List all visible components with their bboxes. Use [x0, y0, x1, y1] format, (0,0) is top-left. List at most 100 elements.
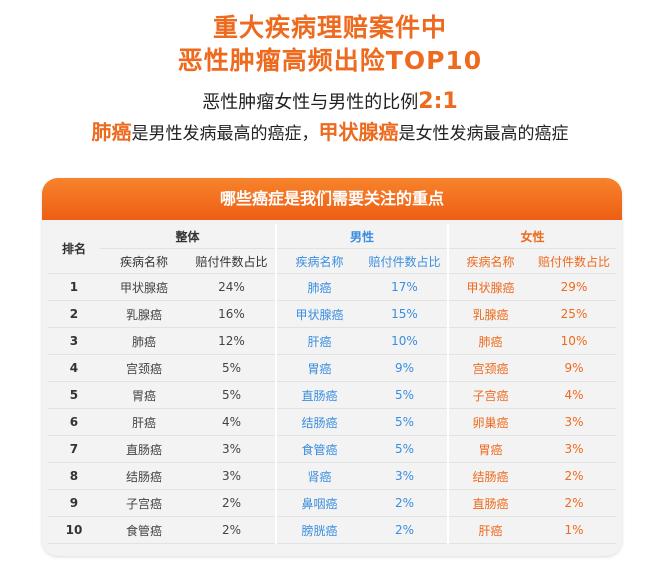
male-share-header: 赔付件数占比	[361, 248, 448, 274]
table-row: 3 肺癌 12% 肝癌 10% 肺癌 10%	[47, 327, 617, 355]
male-share-cell: 2%	[361, 516, 448, 544]
male-name-cell: 结肠癌	[274, 408, 362, 436]
rank-cell: 6	[47, 408, 100, 436]
male-name-cell: 甲状腺癌	[274, 300, 362, 328]
male-share-cell: 2%	[361, 489, 448, 517]
male-share-cell: 5%	[361, 435, 448, 463]
male-top-cancer: 肺癌	[91, 120, 132, 144]
title-line-1: 重大疾病理赔案件中	[212, 13, 447, 42]
rank-cell: 4	[47, 354, 100, 382]
table-row: 8 结肠癌 3% 肾癌 3% 结肠癌 2%	[47, 462, 617, 490]
female-name-cell: 直肠癌	[447, 489, 532, 517]
female-name-header: 疾病名称	[447, 248, 532, 274]
rank-cell: 9	[47, 489, 100, 517]
all-name-cell: 食管癌	[99, 516, 188, 544]
table-row: 1 甲状腺癌 24% 肺癌 17% 甲状腺癌 29%	[47, 273, 617, 301]
female-share-cell: 9%	[532, 354, 617, 382]
ranking-rows: 1 甲状腺癌 24% 肺癌 17% 甲状腺癌 29% 2 乳腺癌 16% 甲状腺…	[47, 273, 617, 544]
rank-cell: 7	[47, 435, 100, 463]
female-name-cell: 宫颈癌	[447, 354, 532, 382]
male-share-cell: 5%	[361, 408, 448, 436]
female-share-cell: 1%	[532, 516, 617, 544]
ranking-table: 排名 整体 男性 女性 疾病名称 赔付件数占比 疾病名称 赔付件数占比 疾病名称…	[47, 224, 617, 544]
group-header-female: 女性	[446, 224, 617, 249]
all-share-cell: 24%	[187, 273, 276, 301]
male-name-cell: 鼻咽癌	[274, 489, 362, 517]
all-name-cell: 直肠癌	[99, 435, 188, 463]
male-name-cell: 食管癌	[274, 435, 362, 463]
female-name-cell: 卵巢癌	[447, 408, 532, 436]
female-share-cell: 2%	[532, 489, 617, 517]
ranking-panel: 哪些癌症是我们需要关注的重点 排名 整体 男性 女性 疾病名称 赔付件数占比 疾…	[42, 178, 622, 556]
ratio-value: 2:1	[418, 89, 458, 114]
rank-cell: 5	[47, 381, 100, 409]
group-header-row: 排名 整体 男性 女性	[47, 224, 617, 274]
female-name-cell: 肝癌	[447, 516, 532, 544]
ratio-line: 恶性肿瘤女性与男性的比例2:1	[0, 88, 660, 114]
sub-header-row: 疾病名称 赔付件数占比 疾病名称 赔付件数占比 疾病名称 赔付件数占比	[48, 248, 617, 274]
all-name-cell: 甲状腺癌	[99, 273, 188, 301]
all-share-cell: 16%	[187, 300, 276, 328]
all-share-cell: 5%	[187, 354, 276, 382]
female-top-cancer: 甲状腺癌	[318, 120, 399, 144]
male-share-cell: 3%	[361, 462, 448, 490]
male-share-cell: 9%	[361, 354, 448, 382]
all-share-cell: 12%	[187, 327, 276, 355]
table-row: 10 食管癌 2% 膀胱癌 2% 肝癌 1%	[47, 516, 617, 544]
table-row: 2 乳腺癌 16% 甲状腺癌 15% 乳腺癌 25%	[47, 300, 617, 328]
male-name-cell: 肺癌	[274, 273, 362, 301]
rank-header: 排名	[47, 224, 100, 274]
all-share-cell: 3%	[187, 435, 276, 463]
all-name-cell: 胃癌	[99, 381, 188, 409]
rank-cell: 1	[47, 273, 100, 301]
female-name-cell: 子宫癌	[447, 381, 532, 409]
female-share-cell: 29%	[532, 273, 617, 301]
male-name-cell: 肝癌	[274, 327, 362, 355]
group-header-male: 男性	[274, 224, 448, 249]
rank-cell: 2	[47, 300, 100, 328]
male-name-cell: 胃癌	[274, 354, 362, 382]
all-name-cell: 子宫癌	[99, 489, 188, 517]
table-row: 6 肝癌 4% 结肠癌 5% 卵巢癌 3%	[47, 408, 617, 436]
title-line-2: 恶性肿瘤高频出险TOP10	[177, 46, 483, 75]
female-name-cell: 肺癌	[447, 327, 532, 355]
table-row: 7 直肠癌 3% 食管癌 5% 胃癌 3%	[47, 435, 617, 463]
female-share-cell: 10%	[532, 327, 617, 355]
female-share-cell: 3%	[532, 435, 617, 463]
female-top-text: 是女性发病最高的癌症	[398, 124, 569, 144]
female-name-cell: 乳腺癌	[447, 300, 532, 328]
female-name-cell: 胃癌	[447, 435, 532, 463]
female-share-cell: 25%	[532, 300, 617, 328]
rank-cell: 10	[47, 516, 100, 544]
male-share-cell: 15%	[361, 300, 448, 328]
male-share-cell: 17%	[361, 273, 448, 301]
all-name-cell: 肺癌	[99, 327, 188, 355]
male-share-cell: 10%	[361, 327, 448, 355]
female-name-cell: 甲状腺癌	[447, 273, 532, 301]
female-share-cell: 3%	[532, 408, 617, 436]
all-name-cell: 宫颈癌	[99, 354, 188, 382]
all-share-cell: 2%	[187, 516, 276, 544]
group-header-all: 整体	[99, 224, 276, 249]
male-name-header: 疾病名称	[274, 248, 362, 274]
all-name-cell: 乳腺癌	[99, 300, 188, 328]
all-share-cell: 3%	[187, 462, 276, 490]
male-name-cell: 肾癌	[274, 462, 362, 490]
table-row: 4 宫颈癌 5% 胃癌 9% 宫颈癌 9%	[47, 354, 617, 382]
all-share-cell: 2%	[187, 489, 276, 517]
all-name-header: 疾病名称	[99, 248, 188, 274]
female-share-cell: 2%	[532, 462, 617, 490]
all-share-cell: 5%	[187, 381, 276, 409]
female-name-cell: 结肠癌	[447, 462, 532, 490]
table-row: 9 子宫癌 2% 鼻咽癌 2% 直肠癌 2%	[47, 489, 617, 517]
female-share-header: 赔付件数占比	[532, 248, 617, 274]
ratio-text: 恶性肿瘤女性与男性的比例	[202, 92, 419, 113]
all-share-cell: 4%	[187, 408, 276, 436]
rank-cell: 8	[47, 462, 100, 490]
male-name-cell: 直肠癌	[274, 381, 362, 409]
rank-cell: 3	[47, 327, 100, 355]
female-share-cell: 4%	[532, 381, 617, 409]
table-row: 5 胃癌 5% 直肠癌 5% 子宫癌 4%	[47, 381, 617, 409]
male-share-cell: 5%	[361, 381, 448, 409]
highlight-line: 肺癌是男性发病最高的癌症，甲状腺癌是女性发病最高的癌症	[0, 116, 660, 145]
